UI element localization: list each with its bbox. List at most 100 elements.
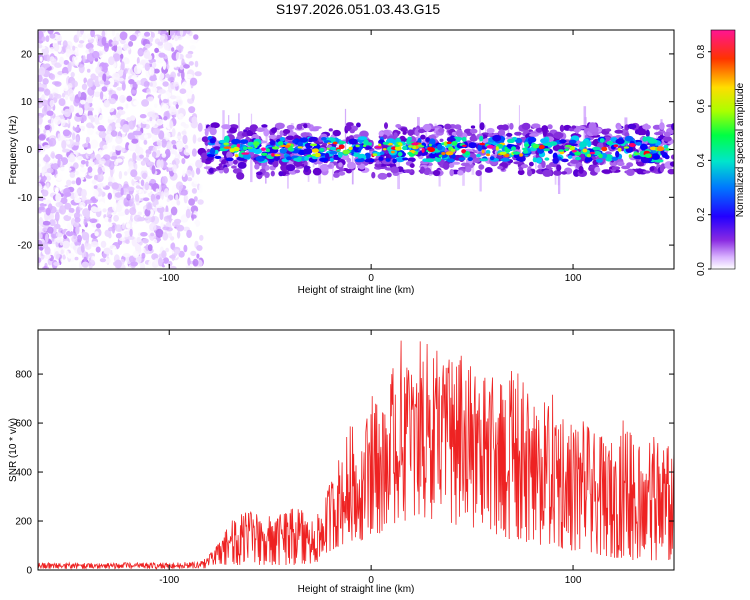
heatmap-cell bbox=[153, 103, 158, 109]
heatmap-cell bbox=[182, 134, 188, 145]
heatmap-cell bbox=[475, 170, 482, 177]
heatmap-cell bbox=[77, 43, 84, 48]
heatmap-cell bbox=[487, 133, 493, 137]
heatmap-cell bbox=[186, 177, 193, 182]
heatmap-cell bbox=[125, 223, 131, 229]
heatmap-cell bbox=[42, 78, 49, 85]
heatmap-cell bbox=[223, 142, 229, 145]
heatmap-cell bbox=[338, 171, 346, 176]
heatmap-cell bbox=[140, 166, 148, 171]
heatmap-cell bbox=[93, 189, 99, 197]
heatmap-cell bbox=[196, 253, 200, 259]
heatmap-cell bbox=[54, 251, 60, 260]
heatmap-cell bbox=[236, 172, 245, 180]
heatmap-cell bbox=[402, 131, 407, 135]
heatmap-cell bbox=[90, 241, 99, 248]
heatmap-cell bbox=[90, 116, 95, 123]
spectrogram-y-ticks: -20 -10 0 10 20 bbox=[18, 49, 674, 252]
heatmap-cell bbox=[144, 181, 150, 191]
heatmap-streak bbox=[238, 113, 240, 150]
heatmap-cell bbox=[142, 99, 146, 104]
heatmap-cell bbox=[402, 145, 408, 151]
heatmap-cell bbox=[158, 89, 166, 94]
heatmap-cell bbox=[94, 116, 100, 125]
heatmap-cell bbox=[261, 152, 268, 156]
heatmap-cell bbox=[269, 140, 276, 146]
heatmap-cell bbox=[172, 62, 179, 68]
heatmap-cell bbox=[193, 196, 198, 202]
heatmap-cell bbox=[112, 145, 116, 151]
heatmap-cell bbox=[123, 171, 128, 176]
heatmap-cell bbox=[54, 62, 62, 68]
heatmap-cell bbox=[101, 30, 106, 38]
heatmap-cell bbox=[38, 232, 43, 240]
heatmap-cell bbox=[545, 164, 552, 170]
heatmap-cell bbox=[38, 74, 43, 83]
heatmap-cell bbox=[412, 145, 417, 150]
heatmap-cell bbox=[535, 157, 543, 164]
heatmap-cell bbox=[278, 171, 284, 177]
heatmap-cell bbox=[329, 157, 334, 162]
heatmap-cell bbox=[390, 166, 400, 174]
heatmap-cell bbox=[185, 73, 193, 79]
heatmap-cell bbox=[542, 128, 547, 137]
heatmap-cell bbox=[299, 137, 309, 143]
heatmap-cell bbox=[187, 257, 191, 266]
heatmap-cell bbox=[97, 166, 103, 175]
heatmap-cell bbox=[132, 130, 140, 136]
heatmap-cell bbox=[124, 208, 130, 215]
heatmap-cell bbox=[660, 149, 665, 156]
heatmap-cell bbox=[68, 105, 75, 113]
heatmap-cell bbox=[425, 137, 430, 142]
heatmap-cell bbox=[166, 63, 170, 70]
heatmap-cell bbox=[76, 234, 82, 243]
heatmap-cell bbox=[112, 72, 120, 81]
snr-y-label: SNR (10 * v/v) bbox=[8, 418, 19, 482]
heatmap-cell bbox=[67, 222, 72, 230]
heatmap-cell bbox=[86, 96, 93, 104]
heatmap-cell bbox=[60, 197, 68, 205]
heatmap-cell bbox=[555, 144, 560, 150]
heatmap-cell bbox=[76, 156, 84, 161]
heatmap-cell bbox=[663, 131, 671, 137]
heatmap-cell bbox=[174, 30, 178, 34]
heatmap-cell bbox=[225, 157, 234, 162]
heatmap-cell bbox=[407, 145, 413, 148]
heatmap-cell bbox=[123, 43, 130, 49]
heatmap-cell bbox=[157, 41, 163, 46]
heatmap-cell bbox=[67, 82, 73, 90]
heatmap-cell bbox=[165, 247, 170, 253]
heatmap-cell bbox=[48, 137, 57, 147]
heatmap-cell bbox=[469, 128, 478, 134]
heatmap-cell bbox=[363, 139, 369, 146]
heatmap-cell bbox=[231, 165, 237, 169]
heatmap-cell bbox=[110, 130, 118, 137]
heatmap-cell bbox=[519, 153, 523, 157]
x-tick-label: 0 bbox=[368, 575, 374, 586]
heatmap-cell bbox=[192, 134, 197, 144]
heatmap-cell bbox=[199, 234, 204, 241]
heatmap-cell bbox=[99, 182, 104, 187]
colorbar-tick-label: 0.0 bbox=[696, 262, 707, 276]
heatmap-cell bbox=[239, 139, 249, 145]
heatmap-cell bbox=[501, 124, 509, 131]
heatmap-cell bbox=[461, 149, 467, 154]
heatmap-cell bbox=[152, 238, 158, 244]
heatmap-cell bbox=[141, 119, 148, 125]
heatmap-cell bbox=[155, 228, 164, 238]
heatmap-cell bbox=[67, 64, 72, 73]
heatmap-cell bbox=[115, 122, 121, 128]
heatmap-cell bbox=[226, 151, 234, 160]
heatmap-cell bbox=[49, 99, 55, 107]
heatmap-cell bbox=[118, 170, 123, 180]
heatmap-cell bbox=[524, 143, 530, 147]
heatmap-cell bbox=[325, 152, 330, 160]
heatmap-cell bbox=[443, 141, 448, 146]
heatmap-cell bbox=[170, 76, 174, 81]
heatmap-cell bbox=[107, 192, 113, 200]
heatmap-cell bbox=[270, 170, 275, 177]
heatmap-cell bbox=[319, 148, 325, 152]
heatmap-cell bbox=[427, 147, 436, 153]
heatmap-cell bbox=[158, 130, 165, 140]
heatmap-cell bbox=[117, 212, 126, 217]
